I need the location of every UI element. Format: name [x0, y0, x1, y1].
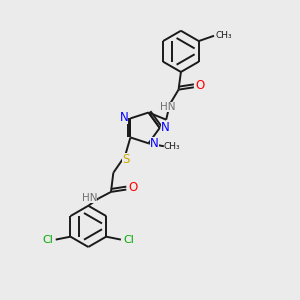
Text: O: O	[128, 181, 137, 194]
Text: CH₃: CH₃	[215, 31, 232, 40]
Text: Cl: Cl	[124, 235, 135, 244]
Text: Cl: Cl	[42, 235, 53, 244]
Text: N: N	[150, 137, 159, 150]
Text: O: O	[196, 79, 205, 92]
Text: HN: HN	[82, 193, 97, 203]
Text: N: N	[120, 111, 128, 124]
Text: HN: HN	[160, 102, 175, 112]
Text: CH₃: CH₃	[164, 142, 180, 151]
Text: S: S	[122, 153, 130, 166]
Text: N: N	[161, 121, 170, 134]
